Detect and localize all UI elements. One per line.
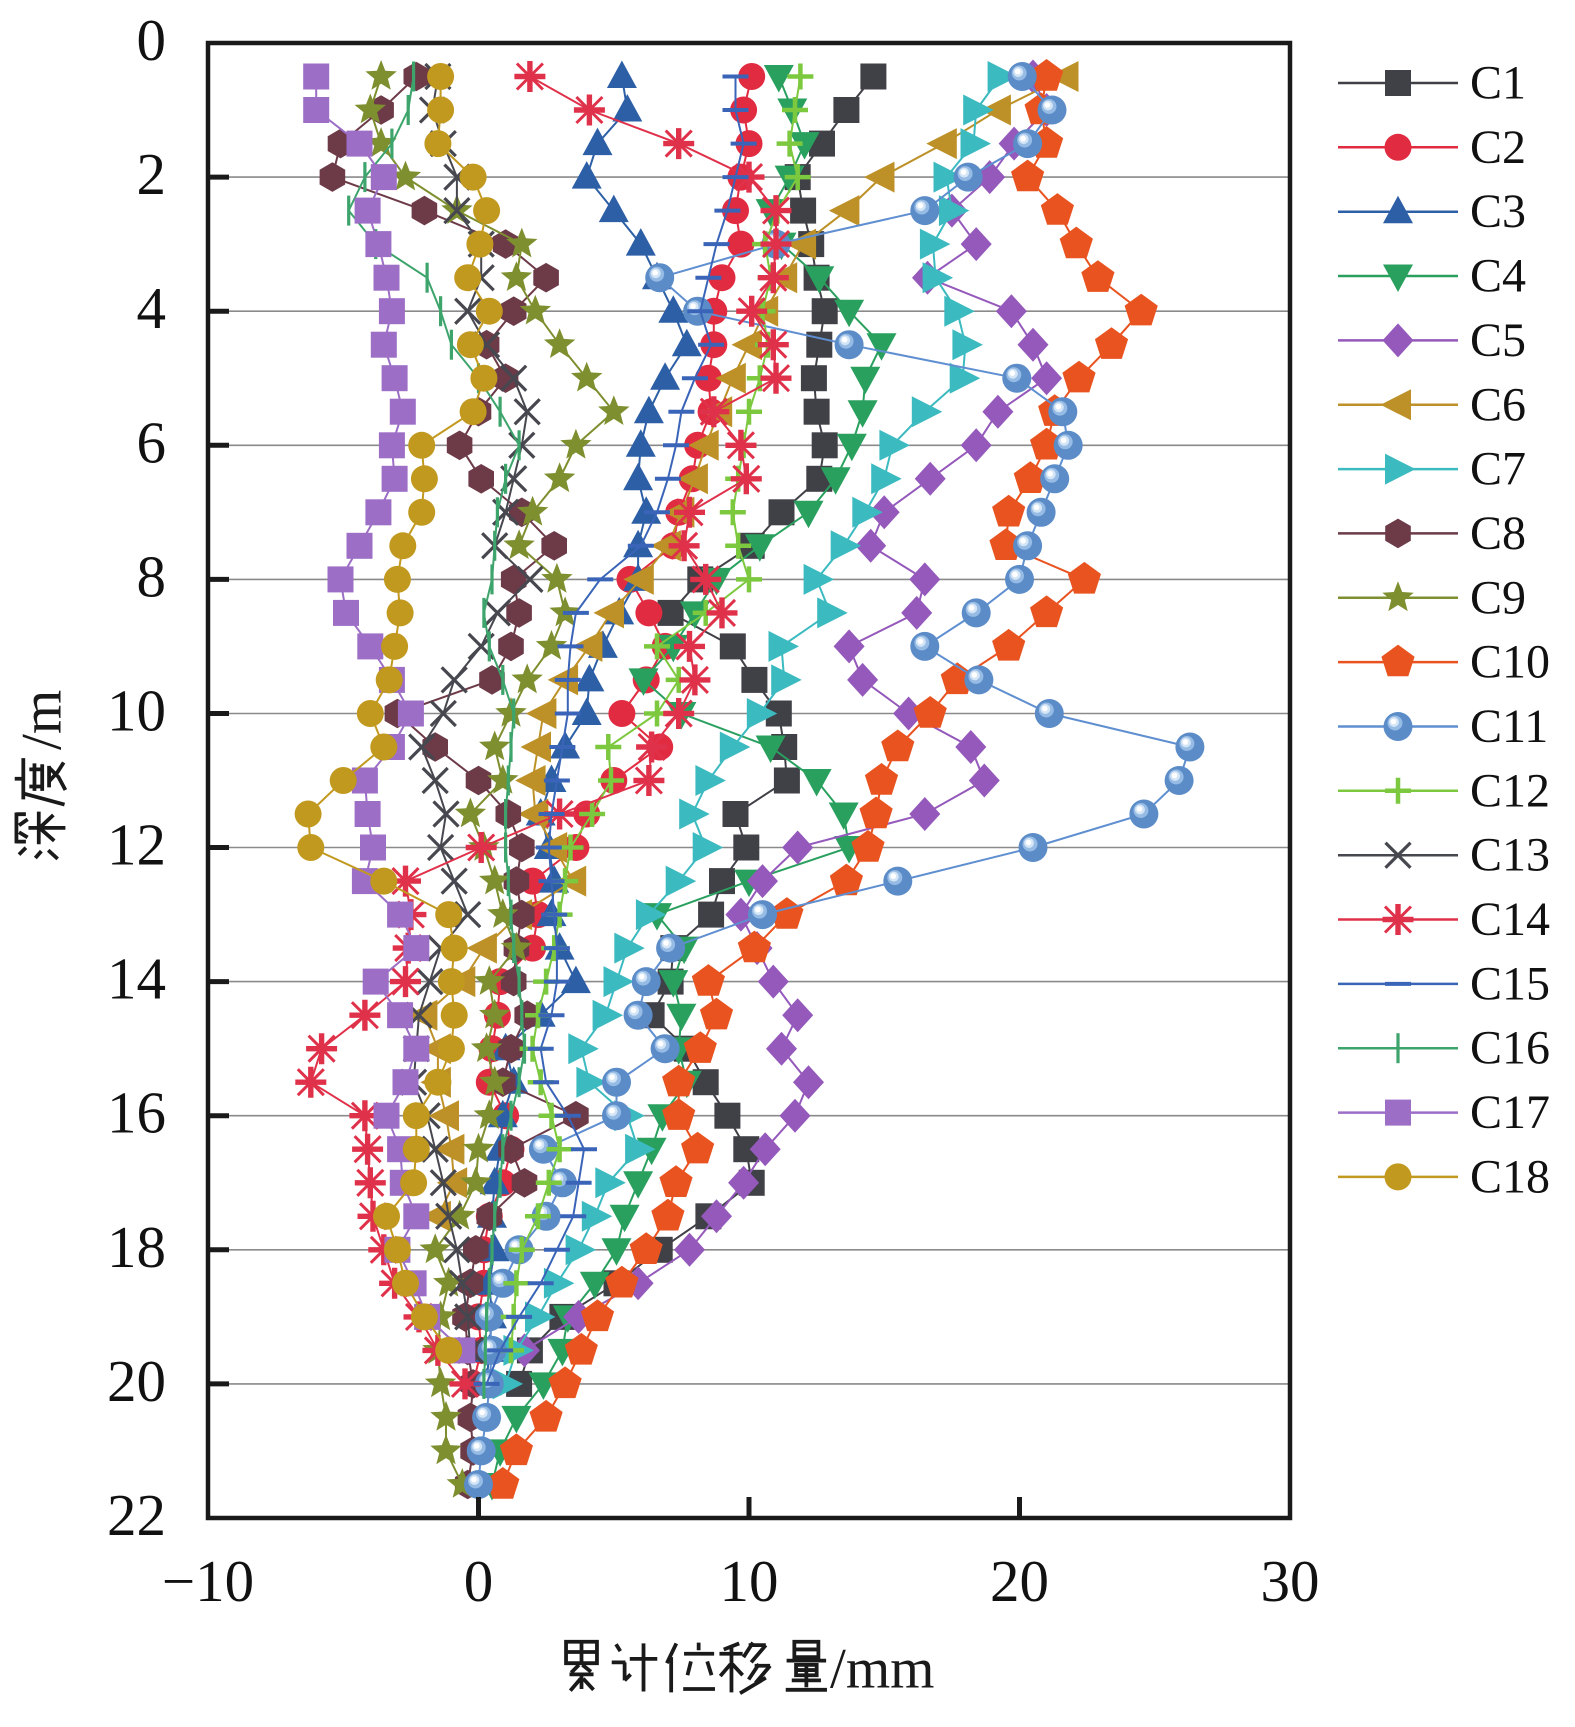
svg-text:18: 18 (107, 1214, 166, 1280)
svg-text:C10: C10 (1470, 636, 1550, 689)
svg-text:2: 2 (137, 141, 167, 207)
svg-text:C18: C18 (1470, 1150, 1550, 1203)
svg-text:C12: C12 (1470, 764, 1550, 817)
svg-text:0: 0 (137, 7, 167, 73)
svg-text:C1: C1 (1470, 57, 1526, 110)
svg-text:C7: C7 (1470, 443, 1526, 496)
svg-text:/m: /m (11, 690, 74, 750)
svg-text:10: 10 (720, 1548, 779, 1614)
svg-text:C4: C4 (1470, 250, 1526, 303)
svg-text:−10: −10 (162, 1548, 254, 1614)
svg-text:C11: C11 (1470, 700, 1548, 753)
svg-text:C15: C15 (1470, 957, 1550, 1010)
svg-text:14: 14 (107, 946, 166, 1012)
svg-text:8: 8 (137, 543, 167, 609)
svg-text:C6: C6 (1470, 378, 1526, 431)
svg-text:C13: C13 (1470, 829, 1550, 882)
svg-text:0: 0 (464, 1548, 494, 1614)
svg-text:10: 10 (107, 678, 166, 744)
svg-text:/mm: /mm (830, 1638, 935, 1701)
svg-text:6: 6 (137, 409, 167, 475)
svg-text:C8: C8 (1470, 507, 1526, 560)
svg-text:C2: C2 (1470, 121, 1526, 174)
svg-text:22: 22 (107, 1482, 166, 1548)
svg-text:20: 20 (107, 1348, 166, 1414)
svg-text:C5: C5 (1470, 314, 1526, 367)
svg-text:C9: C9 (1470, 571, 1526, 624)
svg-text:C14: C14 (1470, 893, 1550, 946)
svg-text:4: 4 (137, 275, 167, 341)
svg-text:16: 16 (107, 1080, 166, 1146)
svg-text:C17: C17 (1470, 1086, 1550, 1139)
svg-text:20: 20 (990, 1548, 1049, 1614)
svg-text:12: 12 (107, 812, 166, 878)
svg-text:C3: C3 (1470, 185, 1526, 238)
svg-text:30: 30 (1261, 1548, 1320, 1614)
svg-text:C16: C16 (1470, 1022, 1550, 1075)
